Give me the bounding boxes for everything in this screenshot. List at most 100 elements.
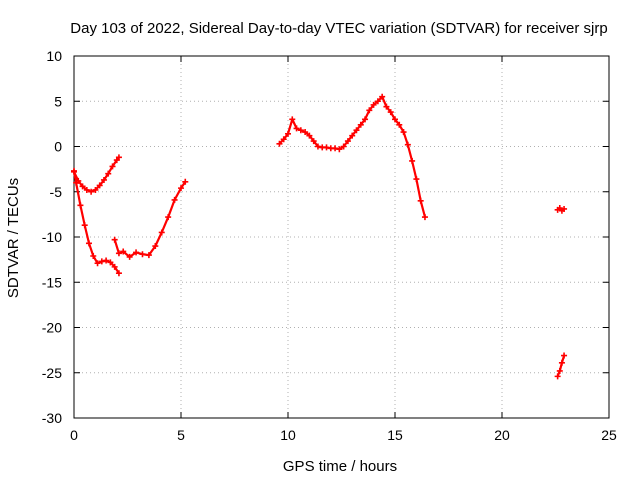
data-point xyxy=(323,144,330,151)
series-arc-2 xyxy=(111,178,189,260)
data-point xyxy=(392,116,398,123)
chart-title: Day 103 of 2022, Sidereal Day-to-day VTE… xyxy=(70,20,607,37)
series-arc-1-upper xyxy=(71,154,122,195)
data-point xyxy=(115,270,122,277)
data-point xyxy=(111,236,118,243)
data-point xyxy=(100,176,107,183)
series-arc-3 xyxy=(276,93,428,221)
data-point xyxy=(105,170,112,177)
data-point xyxy=(332,145,339,152)
data-point xyxy=(178,185,184,192)
data-point xyxy=(556,367,563,374)
data-point xyxy=(126,253,133,260)
data-point xyxy=(310,138,317,145)
data-point xyxy=(280,136,287,143)
data-point xyxy=(107,259,114,266)
data-point xyxy=(90,253,97,260)
data-point xyxy=(336,146,343,153)
data-point xyxy=(83,186,90,193)
x-tick-label: 15 xyxy=(387,427,403,443)
data-point xyxy=(400,129,407,136)
data-point xyxy=(404,141,411,148)
data-point xyxy=(115,154,122,161)
x-tick-label: 5 xyxy=(177,427,185,443)
data-point xyxy=(285,130,291,137)
data-point xyxy=(145,252,152,259)
x-tick-label: 10 xyxy=(280,427,296,443)
series-arc-4-bottom xyxy=(554,352,568,380)
data-point xyxy=(379,93,386,100)
y-tick-label: 10 xyxy=(46,48,62,64)
data-point xyxy=(182,178,189,185)
data-point xyxy=(561,352,568,359)
series-line xyxy=(556,206,566,212)
data-point xyxy=(139,251,146,258)
series-line xyxy=(556,354,566,378)
axis-ticks: 0 5 10 15 20 25 -30 -25 -20 -15 -10 -5 0 5 10 xyxy=(42,48,617,443)
data-point xyxy=(111,263,118,270)
data-point xyxy=(115,250,122,257)
grid-lines xyxy=(74,56,609,418)
data-point xyxy=(387,109,394,116)
data-point xyxy=(88,188,95,195)
data-point xyxy=(383,103,390,110)
data-point xyxy=(366,107,373,114)
x-tick-label: 20 xyxy=(494,427,510,443)
data-series xyxy=(71,93,568,380)
data-point xyxy=(558,359,565,366)
y-tick-label: -5 xyxy=(50,184,63,200)
data-point xyxy=(133,249,140,256)
series-line xyxy=(278,95,427,219)
x-axis-label: GPS time / hours xyxy=(283,458,397,475)
data-point xyxy=(94,260,101,267)
data-point xyxy=(289,116,296,123)
data-point xyxy=(92,186,99,193)
data-point xyxy=(374,98,381,105)
data-point xyxy=(103,257,110,264)
data-point xyxy=(77,202,84,209)
data-point xyxy=(109,163,116,170)
series-line xyxy=(113,180,187,258)
series-arc-1-lower xyxy=(71,167,122,277)
y-tick-label: -30 xyxy=(42,410,62,426)
data-point xyxy=(293,125,300,132)
data-point xyxy=(85,240,92,247)
data-point xyxy=(357,121,364,128)
data-point xyxy=(353,127,360,134)
data-point xyxy=(370,101,377,108)
plot-frame xyxy=(73,55,610,419)
data-point xyxy=(98,258,105,265)
y-tick-label: -10 xyxy=(42,229,62,245)
data-point xyxy=(421,214,428,221)
y-tick-label: 5 xyxy=(54,93,62,109)
data-point xyxy=(561,205,568,212)
data-point xyxy=(152,243,159,250)
data-point xyxy=(362,116,369,123)
data-point xyxy=(81,222,88,229)
data-point xyxy=(73,179,80,186)
series-arc-4-top xyxy=(554,205,568,214)
y-tick-label: -15 xyxy=(42,274,62,290)
y-tick-label: -20 xyxy=(42,320,62,336)
y-tick-label: -25 xyxy=(42,365,62,381)
data-point xyxy=(396,121,403,128)
data-point xyxy=(276,140,283,147)
y-tick-label: 0 xyxy=(54,139,62,155)
data-point xyxy=(302,129,309,136)
data-point xyxy=(344,138,351,145)
data-point xyxy=(413,176,420,183)
data-point xyxy=(158,229,165,236)
data-point xyxy=(409,157,416,164)
x-tick-label: 25 xyxy=(601,427,617,443)
data-point xyxy=(165,214,172,221)
data-point xyxy=(79,183,86,190)
data-point xyxy=(171,196,178,203)
x-tick-label: 0 xyxy=(70,427,78,443)
data-point xyxy=(120,248,127,255)
data-point xyxy=(306,132,313,139)
data-point xyxy=(349,132,356,139)
data-point xyxy=(340,143,347,150)
data-point xyxy=(96,182,103,189)
data-point xyxy=(554,373,561,380)
